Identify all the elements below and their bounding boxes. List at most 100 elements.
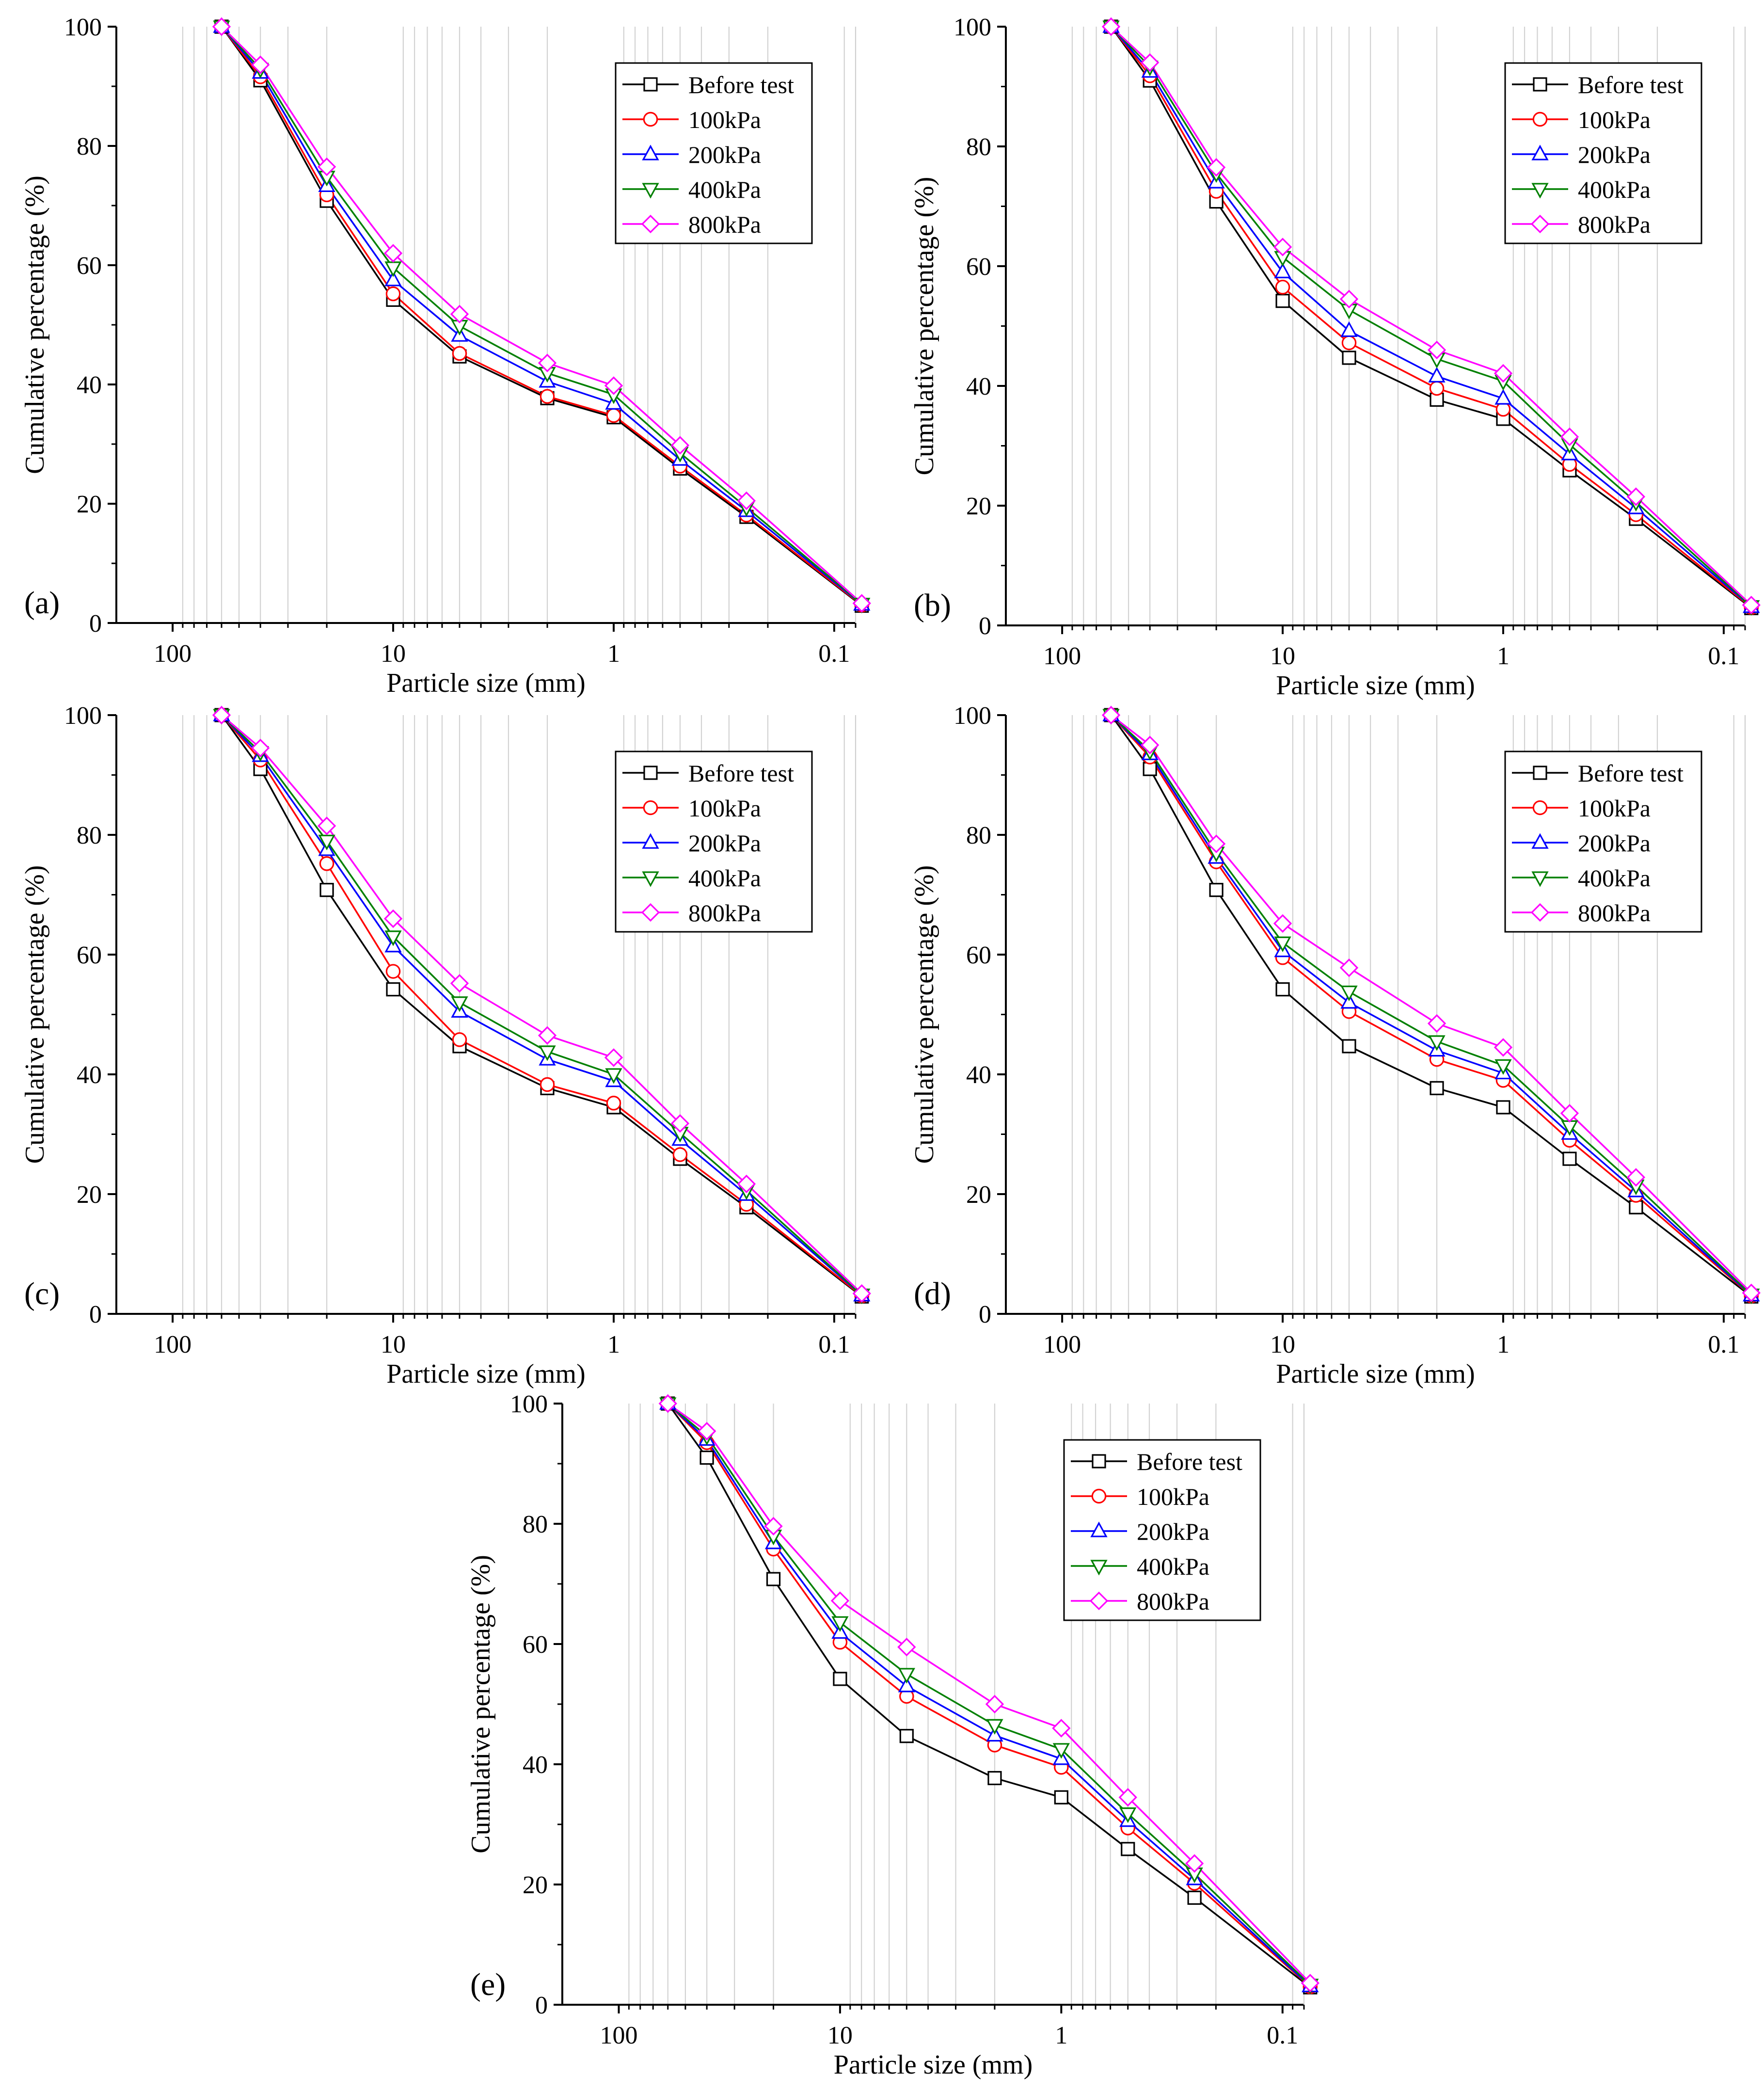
x-tick-label: 1 bbox=[1497, 642, 1510, 670]
y-tick-label: 20 bbox=[77, 491, 102, 518]
y-tick-label: 100 bbox=[64, 14, 102, 41]
series-line-200kpa bbox=[667, 1403, 1311, 1987]
y-tick-label: 80 bbox=[966, 822, 991, 849]
legend-marker bbox=[1091, 1488, 1107, 1504]
chart-panel-a: 0 20 40 60 80 100 100 10 1 0.1 Particle size (mm) C… bbox=[20, 14, 871, 698]
data-point bbox=[539, 1045, 556, 1061]
data-point bbox=[1274, 936, 1291, 952]
data-point bbox=[605, 1068, 622, 1084]
x-tick-label: 0.1 bbox=[1267, 2022, 1298, 2049]
data-point bbox=[1275, 294, 1290, 308]
y-tick-label: 100 bbox=[954, 702, 991, 730]
x-tick-label: 10 bbox=[381, 640, 406, 668]
legend-marker bbox=[1531, 833, 1549, 849]
data-point bbox=[604, 1048, 623, 1067]
legend-label: 100kPa bbox=[1137, 1483, 1209, 1510]
legend-marker bbox=[1089, 1591, 1109, 1611]
legend-label: 800kPa bbox=[1137, 1588, 1209, 1615]
panel-label: (e) bbox=[470, 1967, 506, 2002]
data-point bbox=[1494, 1038, 1513, 1057]
data-point bbox=[1101, 705, 1121, 725]
data-point bbox=[1427, 1014, 1446, 1033]
legend-marker bbox=[1531, 144, 1549, 160]
legend-marker bbox=[643, 112, 658, 127]
x-tick-label: 100 bbox=[154, 1331, 191, 1358]
panel-label: (d) bbox=[914, 1276, 951, 1311]
y-tick-label: 80 bbox=[523, 1511, 548, 1538]
data-point bbox=[1274, 262, 1291, 279]
legend-entry: 400kPa bbox=[1512, 176, 1651, 203]
series-line-before-test bbox=[667, 1403, 1311, 1988]
legend-marker bbox=[1532, 112, 1548, 127]
y-tick-label: 0 bbox=[535, 1992, 548, 2019]
legend-entry: 400kPa bbox=[1512, 864, 1651, 892]
y-tick-label: 80 bbox=[77, 133, 102, 160]
data-point bbox=[1494, 1059, 1512, 1075]
legend-entry: 800kPa bbox=[1071, 1588, 1209, 1615]
y-tick-label: 60 bbox=[523, 1631, 548, 1659]
y-tick-label: 60 bbox=[77, 252, 102, 280]
data-point bbox=[1626, 487, 1646, 506]
y-tick-label: 40 bbox=[523, 1751, 548, 1779]
y-axis-title: Cumulative percentage (%) bbox=[909, 177, 939, 476]
legend-entry: 200kPa bbox=[1512, 830, 1651, 857]
series-line-800kpa bbox=[221, 26, 862, 604]
y-tick-label: 100 bbox=[64, 702, 102, 730]
legend-marker bbox=[642, 144, 659, 160]
panel-label: (b) bbox=[914, 588, 951, 623]
data-point bbox=[831, 1616, 849, 1632]
data-point bbox=[898, 1668, 915, 1684]
data-point bbox=[766, 1572, 781, 1586]
legend-label: Before test bbox=[688, 760, 794, 787]
data-point bbox=[897, 1638, 916, 1657]
x-axis-title: Particle size (mm) bbox=[386, 1359, 586, 1389]
data-point bbox=[604, 376, 623, 395]
legend-marker bbox=[1531, 871, 1549, 887]
data-point bbox=[1428, 367, 1446, 383]
data-point bbox=[985, 1694, 1004, 1714]
legend-marker bbox=[642, 871, 659, 887]
legend: Before test 100kPa 200kPa 400kPa 800kPa bbox=[615, 62, 813, 244]
series-line-200kpa bbox=[221, 714, 862, 1296]
legend-box bbox=[1504, 751, 1702, 933]
y-axis-title: Cumulative percentage (%) bbox=[20, 176, 50, 474]
y-tick-label: 0 bbox=[89, 610, 102, 638]
y-tick-label: 0 bbox=[89, 1301, 102, 1328]
legend-entry: 100kPa bbox=[622, 106, 761, 133]
series-line-200kpa bbox=[1110, 26, 1752, 608]
legend-label: 400kPa bbox=[688, 864, 761, 892]
x-axis-title: Particle size (mm) bbox=[1276, 1359, 1475, 1389]
x-tick-label: 0.1 bbox=[818, 640, 850, 668]
data-point bbox=[1342, 1039, 1356, 1054]
data-point bbox=[212, 17, 231, 36]
data-point bbox=[1143, 762, 1157, 776]
legend-marker bbox=[1533, 77, 1547, 92]
data-point bbox=[1052, 1719, 1071, 1738]
legend-label: 400kPa bbox=[1578, 864, 1651, 892]
data-point bbox=[737, 1174, 756, 1194]
data-point bbox=[1339, 958, 1359, 977]
legend-label: 100kPa bbox=[688, 106, 761, 133]
data-point bbox=[1101, 17, 1121, 36]
legend-marker bbox=[643, 766, 658, 780]
data-point bbox=[1742, 1283, 1761, 1302]
y-tick-label: 40 bbox=[966, 1061, 991, 1089]
data-point bbox=[1340, 985, 1358, 1002]
y-tick-label: 0 bbox=[979, 1301, 991, 1328]
data-point bbox=[451, 996, 468, 1012]
series-line-100kpa bbox=[221, 714, 862, 1297]
data-point bbox=[1428, 1035, 1446, 1051]
data-point bbox=[1339, 289, 1359, 309]
data-point bbox=[672, 1147, 688, 1162]
data-point bbox=[852, 594, 871, 613]
data-point bbox=[1429, 381, 1445, 396]
legend-entry: 400kPa bbox=[622, 864, 761, 892]
data-point bbox=[1430, 1081, 1444, 1096]
legend-label: 800kPa bbox=[688, 211, 761, 238]
chart-panel-b: 0 20 40 60 80 100 100 10 1 0.1 Particle size (mm) C… bbox=[909, 14, 1761, 701]
y-tick-label: 40 bbox=[77, 371, 102, 399]
data-point bbox=[540, 389, 555, 404]
data-point bbox=[1301, 1974, 1319, 1993]
y-tick-label: 60 bbox=[77, 942, 102, 969]
